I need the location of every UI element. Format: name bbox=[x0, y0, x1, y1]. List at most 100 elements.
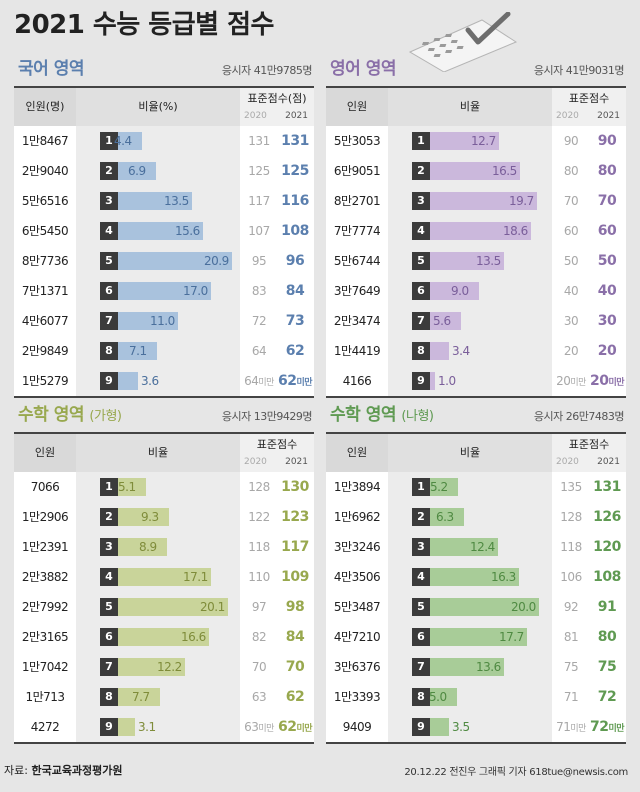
score-2021-suffix: 미만 bbox=[296, 378, 313, 388]
score-2020-value: 72 bbox=[251, 314, 267, 328]
score-2020: 75 bbox=[556, 652, 586, 682]
score-2021-suffix: 미만 bbox=[608, 378, 625, 388]
score-2021-suffix: 미만 bbox=[608, 724, 625, 734]
people-count: 2만9849 bbox=[21, 344, 69, 358]
ratio-bar bbox=[430, 132, 499, 150]
ratio-bar bbox=[430, 252, 504, 270]
score-2021-value: 98 bbox=[285, 599, 305, 615]
score-2020: 60 bbox=[556, 216, 586, 246]
ratio-bar bbox=[118, 312, 178, 330]
ratio-bar bbox=[118, 538, 167, 556]
ratio-label: 16.3 bbox=[491, 570, 516, 584]
grade-row: 2만3474 7 5.6 30 30 bbox=[326, 306, 626, 336]
score-2021-value: 50 bbox=[597, 253, 617, 269]
ratio-label: 12.4 bbox=[470, 540, 495, 554]
grade-badge: 6 bbox=[100, 628, 118, 646]
score-2020: 70 bbox=[244, 652, 274, 682]
header-score-label: 표준점수 bbox=[256, 438, 298, 451]
ratio-label: 3.5 bbox=[452, 720, 470, 734]
score-2020: 95 bbox=[244, 246, 274, 276]
ratio-bar bbox=[430, 508, 464, 526]
score-2021-value: 109 bbox=[281, 569, 309, 585]
ratio-bar bbox=[118, 598, 228, 616]
grade-row: 4272 9 3.1 63미만 62미만 bbox=[14, 712, 314, 742]
grade-row: 4만6077 7 11.0 72 73 bbox=[14, 306, 314, 336]
score-2021-value: 84 bbox=[285, 283, 305, 299]
people-count: 3만7649 bbox=[333, 284, 381, 298]
score-2020-value: 83 bbox=[251, 284, 267, 298]
score-2021-value: 80 bbox=[597, 629, 617, 645]
ratio-label: 4.4 bbox=[114, 134, 132, 148]
ratio-label: 7.1 bbox=[129, 344, 147, 358]
header-ratio: 비율(%) bbox=[76, 88, 240, 126]
ratio-label: 12.2 bbox=[157, 660, 182, 674]
score-2020: 117 bbox=[244, 186, 274, 216]
score-2020-value: 106 bbox=[560, 570, 582, 584]
grade-row: 7066 1 5.1 128 130 bbox=[14, 472, 314, 502]
score-2020: 110 bbox=[244, 562, 274, 592]
score-2021: 70 bbox=[588, 186, 626, 216]
ratio-label: 17.1 bbox=[183, 570, 208, 584]
people-count: 2만7992 bbox=[21, 600, 69, 614]
test-taker-count: 응시자 26만7483명 bbox=[533, 410, 625, 423]
grade-row: 5만3053 1 12.7 90 90 bbox=[326, 126, 626, 156]
people-count: 4만3506 bbox=[333, 570, 381, 584]
score-2020-value: 95 bbox=[251, 254, 267, 268]
score-2021: 120 bbox=[588, 532, 626, 562]
score-2021-value: 20 bbox=[597, 343, 617, 359]
header-people: 인원 bbox=[326, 434, 388, 472]
ratio-bar bbox=[118, 508, 169, 526]
score-2021-value: 73 bbox=[285, 313, 305, 329]
score-2020-value: 40 bbox=[563, 284, 579, 298]
score-2021-value: 72 bbox=[589, 719, 609, 735]
score-2021-value: 40 bbox=[597, 283, 617, 299]
answer-sheet-check-icon bbox=[408, 12, 518, 72]
ratio-label: 5.6 bbox=[433, 314, 451, 328]
score-2020: 106 bbox=[556, 562, 586, 592]
grade-row: 4166 9 1.0 20미만 20미만 bbox=[326, 366, 626, 396]
table-body: 1만3894 1 5.2 135 131 1만6962 2 6.3 128 126 3만3246 3 1… bbox=[326, 472, 626, 742]
score-2021-value: 108 bbox=[593, 569, 621, 585]
grade-badge: 6 bbox=[412, 628, 430, 646]
people-count: 5만6516 bbox=[21, 194, 69, 208]
source-name: 한국교육과정평가원 bbox=[31, 764, 123, 777]
ratio-bar bbox=[118, 568, 211, 586]
people-count: 5만3053 bbox=[333, 134, 381, 148]
score-2021: 80 bbox=[588, 156, 626, 186]
panel-subtitle: (가형) bbox=[89, 409, 122, 424]
score-2020: 63미만 bbox=[244, 712, 274, 742]
credit-note: 20.12.22 전진우 그래픽 기자 618tue@newsis.com bbox=[404, 767, 628, 778]
grade-row: 3만3246 3 12.4 118 120 bbox=[326, 532, 626, 562]
panel-title: 영어 영역 bbox=[330, 54, 396, 79]
people-count: 3만3246 bbox=[333, 540, 381, 554]
ratio-label: 20.0 bbox=[511, 600, 536, 614]
score-2021-value: 62 bbox=[277, 373, 297, 389]
ratio-bar bbox=[118, 688, 160, 706]
ratio-label: 15.6 bbox=[175, 224, 200, 238]
people-count: 1만5279 bbox=[21, 374, 69, 388]
grade-badge: 3 bbox=[412, 538, 430, 556]
score-2020-value: 20 bbox=[563, 344, 579, 358]
score-2020-value: 118 bbox=[248, 540, 270, 554]
score-2021: 20미만 bbox=[588, 366, 626, 396]
table-header: 인원 비율 표준점수 2020 2021 bbox=[14, 434, 314, 472]
score-2021-value: 108 bbox=[281, 223, 309, 239]
score-2020: 131 bbox=[244, 126, 274, 156]
score-2020-value: 128 bbox=[560, 510, 582, 524]
grade-badge: 1 bbox=[100, 478, 118, 496]
header-year-2021: 2021 bbox=[597, 457, 620, 467]
people-count: 7만1371 bbox=[21, 284, 69, 298]
score-2021: 30 bbox=[588, 306, 626, 336]
table-header: 인원(명) 비율(%) 표준점수(점) 2020 2021 bbox=[14, 88, 314, 126]
ratio-bar bbox=[430, 538, 498, 556]
people-count: 8만2701 bbox=[333, 194, 381, 208]
score-2021-value: 126 bbox=[593, 509, 621, 525]
score-2021: 125 bbox=[276, 156, 314, 186]
ratio-label: 13.6 bbox=[476, 660, 501, 674]
score-2020: 70 bbox=[556, 186, 586, 216]
score-table: 인원(명) 비율(%) 표준점수(점) 2020 2021 1만8467 1 4.4 131 13… bbox=[14, 86, 314, 398]
header-people: 인원(명) bbox=[14, 88, 76, 126]
score-2020-value: 70 bbox=[563, 194, 579, 208]
grade-badge: 3 bbox=[100, 192, 118, 210]
score-2021: 80 bbox=[588, 622, 626, 652]
